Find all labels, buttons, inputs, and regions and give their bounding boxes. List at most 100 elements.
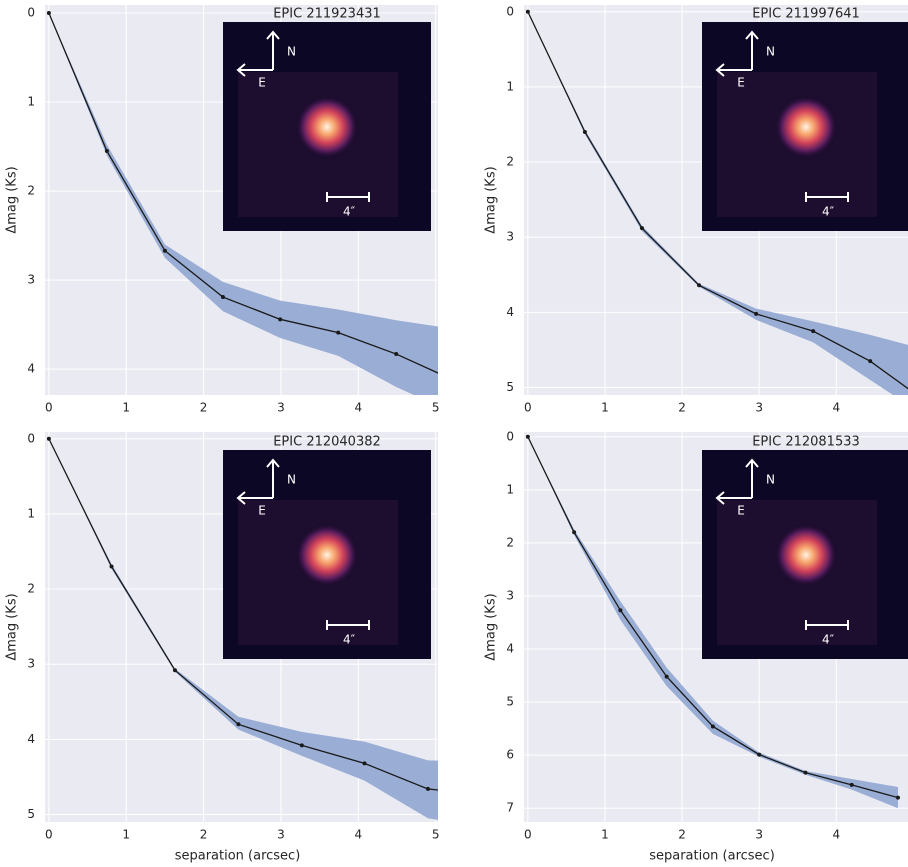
y-tick-label: 1 [506, 79, 514, 93]
inset-title: EPIC 211997641 [752, 7, 860, 22]
x-tick-label: 3 [755, 401, 763, 415]
star-psf [295, 95, 359, 159]
east-label: E [737, 504, 745, 518]
compass [715, 458, 759, 505]
y-tick-label: 5 [506, 695, 514, 709]
data-point [46, 11, 51, 16]
confidence-band [527, 11, 908, 395]
scale-bar [805, 192, 849, 202]
y-tick-label: 3 [506, 588, 514, 602]
data-point [453, 379, 457, 383]
data-point [46, 436, 51, 441]
plot-data [46, 11, 457, 395]
compass [236, 458, 280, 505]
compass [715, 30, 759, 77]
x-tick-label: 3 [277, 828, 285, 842]
x-tick-label: 4 [354, 828, 362, 842]
y-tick-label: 1 [27, 95, 35, 109]
y-tick-label: 4 [506, 642, 514, 656]
x-tick-label: 0 [45, 828, 53, 842]
data-point [236, 722, 241, 727]
data-point [811, 329, 816, 334]
scale-bar [326, 620, 370, 630]
east-label: E [258, 76, 266, 90]
y-tick-label: 5 [506, 380, 514, 394]
data-point [849, 782, 854, 787]
y-tick-label: 0 [27, 431, 35, 445]
inset-title: EPIC 212081533 [752, 435, 860, 450]
x-tick-label: 2 [200, 401, 208, 415]
data-point [278, 317, 283, 322]
x-tick-label: 0 [45, 401, 53, 415]
scale-label: 4″ [822, 205, 835, 219]
x-tick-label: 1 [601, 401, 609, 415]
x-tick-label: 5 [432, 828, 440, 842]
east-label: E [258, 504, 266, 518]
inset-title: EPIC 212040382 [273, 435, 381, 450]
x-tick-label: 3 [755, 828, 763, 842]
x-tick-label: 4 [354, 401, 362, 415]
data-point [362, 761, 367, 766]
north-label: N [287, 473, 296, 487]
inset-image: N E 4″ [702, 450, 908, 659]
y-tick-label: 7 [506, 801, 514, 815]
x-tick-label: 2 [678, 401, 686, 415]
data-point [489, 794, 493, 798]
plot-data [46, 436, 493, 821]
data-point [425, 786, 430, 791]
y-axis-label: Δmag (Ks) [484, 166, 499, 233]
compass [236, 30, 280, 77]
data-point [525, 9, 530, 14]
data-point [172, 668, 177, 673]
y-tick-label: 3 [27, 657, 35, 671]
y-tick-label: 2 [506, 535, 514, 549]
inset-image: N E 4″ [223, 450, 431, 659]
y-tick-label: 0 [506, 429, 514, 443]
scale-label: 4″ [343, 205, 356, 219]
data-point [639, 226, 644, 231]
star-psf [774, 523, 838, 587]
x-tick-label: 0 [524, 401, 532, 415]
data-point [664, 674, 669, 679]
x-tick-label: 1 [601, 828, 609, 842]
confidence-band [48, 438, 438, 821]
data-point [895, 795, 900, 800]
data-point [299, 743, 304, 748]
scale-label: 4″ [822, 633, 835, 647]
x-axis-label: separation (arcsec) [175, 849, 301, 864]
y-tick-label: 4 [27, 732, 35, 746]
data-point [757, 752, 762, 757]
y-tick-label: 5 [27, 807, 35, 821]
y-axis-label: Δmag (Ks) [484, 593, 499, 660]
data-point [220, 295, 225, 300]
star-psf [774, 95, 838, 159]
plot-data [525, 9, 908, 395]
y-tick-label: 2 [27, 184, 35, 198]
data-point [572, 530, 577, 535]
y-tick-label: 2 [27, 582, 35, 596]
north-label: N [766, 473, 775, 487]
data-point [104, 149, 109, 154]
confidence-band [48, 13, 438, 395]
x-axis-label: separation (arcsec) [649, 849, 775, 864]
data-point [754, 311, 759, 316]
data-point [109, 564, 114, 569]
data-point [525, 434, 530, 439]
contrast-curve [48, 12, 438, 374]
inset-image: N E 4″ [223, 22, 431, 231]
x-tick-label: 4 [832, 828, 840, 842]
data-point [803, 770, 808, 775]
x-tick-label: 4 [832, 401, 840, 415]
y-tick-label: 4 [506, 305, 514, 319]
contrast-curve [48, 438, 438, 791]
x-tick-label: 0 [524, 828, 532, 842]
data-point [162, 248, 167, 253]
data-point [394, 352, 399, 357]
y-tick-label: 3 [506, 230, 514, 244]
y-tick-label: 0 [506, 4, 514, 18]
y-tick-label: 6 [506, 748, 514, 762]
scale-label: 4″ [343, 633, 356, 647]
x-tick-label: 2 [200, 828, 208, 842]
plot-data [525, 434, 900, 809]
